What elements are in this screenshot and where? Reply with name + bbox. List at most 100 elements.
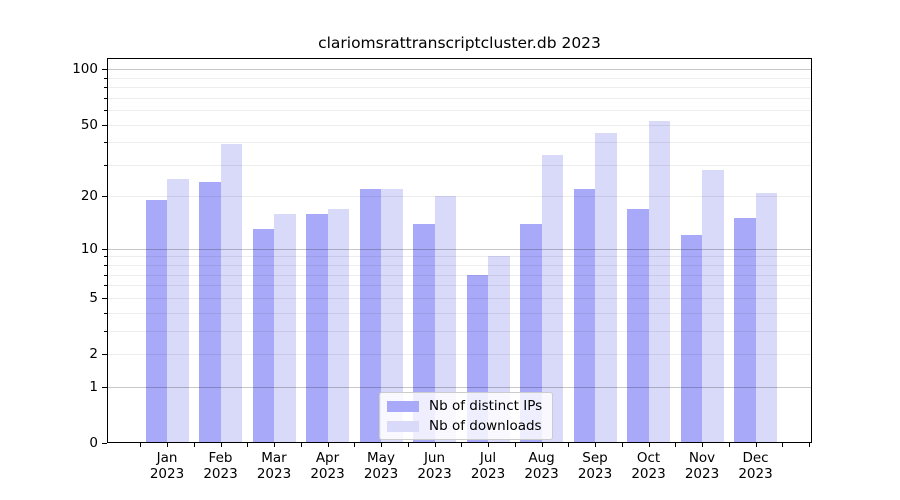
y-axis-minor-tick-60	[104, 110, 107, 112]
month-label-year-mar: 2023	[256, 466, 292, 482]
bar-nb-of-distinct-ips-mar	[252, 229, 274, 442]
gridline-minor-6	[108, 285, 811, 287]
month-label-month-sep: Sep	[582, 450, 608, 466]
y-axis-minor-tick-80	[104, 87, 107, 89]
gridline-minor-8	[108, 265, 811, 267]
bar-nb-of-downloads-apr	[327, 208, 349, 442]
month-label-month-dec: Dec	[742, 450, 769, 466]
y-axis-minor-tick-3	[104, 330, 107, 332]
x-axis-tick-2	[193, 443, 195, 447]
y-axis-tick-10	[102, 248, 107, 250]
month-label-month-mar: Mar	[261, 450, 287, 466]
bar-nb-of-downloads-feb	[220, 144, 242, 442]
month-label-year-jan: 2023	[149, 466, 185, 482]
x-axis-tick-7	[327, 443, 329, 447]
y-axis-minor-tick-8	[104, 265, 107, 267]
y-axis-tick-label-100: 100	[72, 61, 98, 78]
y-axis-minor-tick-90	[104, 77, 107, 79]
x-axis-month-label-dec: Dec 2023	[729, 450, 783, 482]
x-axis-tick-11	[434, 443, 436, 447]
x-axis-tick-3	[220, 443, 222, 447]
y-axis-minor-tick-4	[104, 312, 107, 314]
month-label-year-nov: 2023	[684, 466, 720, 482]
y-axis-tick-0	[102, 443, 107, 444]
gridline-major-10	[108, 248, 811, 250]
month-label-year-jul: 2023	[470, 466, 506, 482]
gridline-minor-90	[108, 77, 811, 79]
x-axis-tick-1	[167, 443, 168, 447]
y-axis-tick-label-1: 1	[89, 378, 98, 395]
x-axis-tick-22	[728, 443, 730, 447]
y-axis-tick-label-20: 20	[80, 188, 98, 205]
y-axis-tick-label-50: 50	[80, 116, 98, 133]
legend: Nb of distinct IPs Nb of downloads	[379, 392, 554, 440]
gridline-minor-3	[108, 330, 811, 332]
gridline-minor-80	[108, 87, 811, 89]
x-axis-tick-13	[488, 443, 489, 447]
chart-title: clariomsrattranscriptcluster.db 2023	[318, 34, 601, 52]
month-label-year-aug: 2023	[524, 466, 559, 482]
y-axis-tick-5	[102, 297, 107, 299]
month-label-year-apr: 2023	[310, 466, 345, 482]
x-axis-month-label-nov: Nov 2023	[675, 450, 729, 482]
bar-nb-of-downloads-aug	[541, 155, 563, 442]
bar-nb-of-distinct-ips-oct	[627, 208, 649, 442]
gridline-minor-2	[108, 354, 811, 355]
bar-nb-of-distinct-ips-sep	[573, 189, 595, 442]
bar-nb-of-downloads-mar	[274, 213, 296, 442]
x-axis-tick-10	[407, 443, 409, 447]
bar-nb-of-distinct-ips-apr	[306, 213, 328, 442]
x-axis-month-label-sep: Sep 2023	[568, 450, 622, 482]
legend-swatch-nb-of-downloads	[387, 420, 419, 432]
month-label-month-oct: Oct	[636, 450, 661, 466]
month-label-month-jun: Jun	[423, 450, 446, 466]
x-axis-tick-16	[568, 443, 570, 447]
y-axis-tick-50	[102, 124, 107, 126]
gridline-minor-40	[108, 142, 811, 144]
x-axis-month-label-may: May 2023	[354, 450, 408, 482]
y-axis-tick-label-2: 2	[89, 346, 98, 362]
x-axis-tick-25	[809, 443, 810, 447]
legend-label-nb-of-downloads: Nb of downloads	[429, 418, 542, 434]
y-axis-tick-1	[102, 386, 107, 388]
gridline-minor-70	[108, 97, 811, 99]
x-axis-tick-15	[541, 443, 543, 447]
y-axis-tick-20	[102, 196, 107, 198]
x-axis-tick-9	[381, 443, 382, 447]
bar-nb-of-distinct-ips-may	[359, 189, 381, 442]
bar-nb-of-distinct-ips-feb	[199, 182, 221, 442]
month-label-month-may: May	[367, 450, 395, 466]
month-label-year-jun: 2023	[417, 466, 452, 482]
bar-nb-of-downloads-oct	[648, 121, 670, 442]
x-axis-tick-18	[621, 443, 623, 447]
x-axis-month-label-mar: Mar 2023	[247, 450, 301, 482]
y-axis-tick-100	[102, 69, 107, 71]
gridline-minor-4	[108, 312, 811, 314]
x-axis-tick-21	[702, 443, 703, 447]
x-axis-tick-12	[461, 443, 463, 447]
y-axis-minor-tick-7	[104, 274, 107, 276]
gridline-minor-9	[108, 256, 811, 258]
month-label-month-aug: Aug	[528, 450, 555, 466]
x-axis-month-label-apr: Apr 2023	[301, 450, 355, 482]
month-label-year-feb: 2023	[203, 466, 238, 482]
month-label-month-jan: Jan	[156, 450, 178, 466]
y-axis-minor-tick-30	[104, 164, 107, 166]
x-axis-month-label-aug: Aug 2023	[515, 450, 569, 482]
legend-item-nb-of-distinct-ips: Nb of distinct IPs	[387, 398, 542, 414]
bar-nb-of-downloads-nov	[702, 170, 724, 442]
gridline-minor-60	[108, 110, 811, 112]
bar-nb-of-downloads-jan	[167, 179, 189, 442]
x-axis-tick-20	[675, 443, 677, 447]
month-label-month-nov: Nov	[688, 450, 716, 466]
bar-nb-of-downloads-may	[381, 189, 403, 442]
x-axis-month-label-jan: Jan 2023	[140, 450, 194, 482]
plot-area	[107, 58, 812, 443]
legend-item-nb-of-downloads: Nb of downloads	[387, 418, 542, 434]
x-axis-tick-6	[300, 443, 302, 447]
gridline-major-100	[108, 69, 811, 71]
x-axis-tick-19	[648, 443, 650, 447]
x-axis-month-label-jul: Jul 2023	[461, 450, 515, 482]
gridline-major-1	[108, 386, 811, 388]
x-axis-tick-14	[514, 443, 516, 447]
